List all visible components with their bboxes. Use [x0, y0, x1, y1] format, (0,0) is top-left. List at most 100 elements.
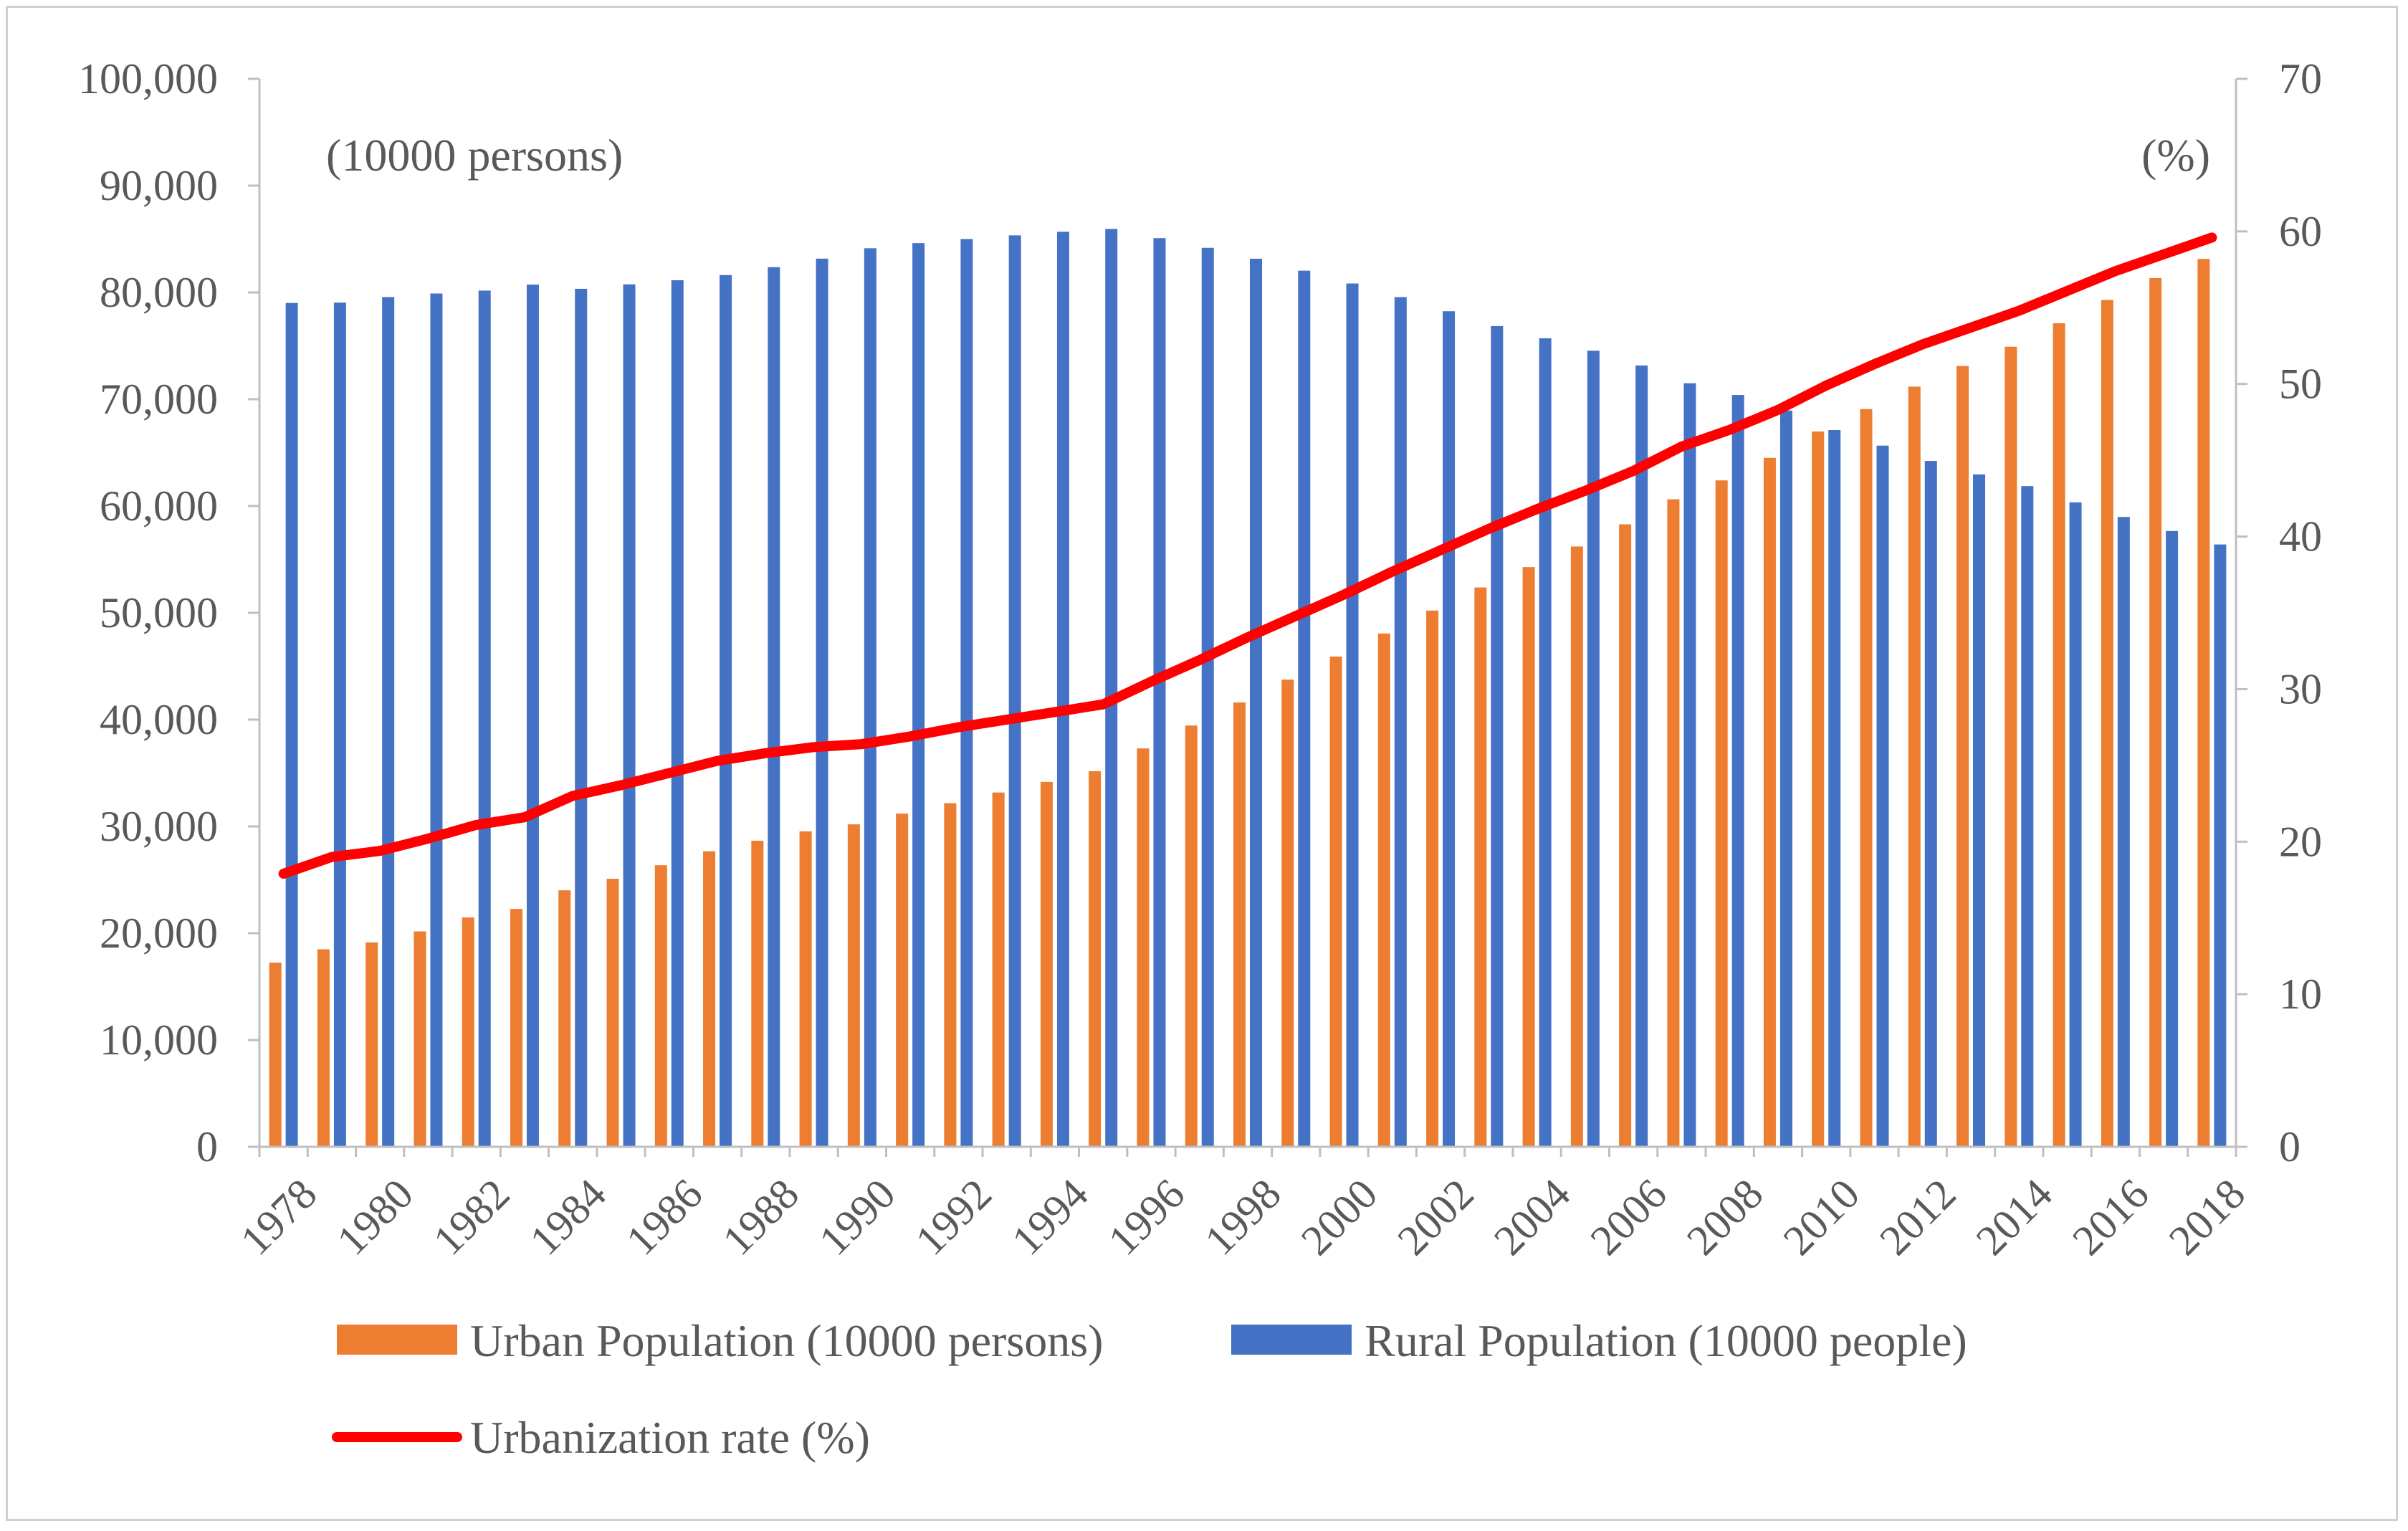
legend-label: Rural Population (10000 people)	[1365, 1315, 1967, 1366]
x-tick-label: 2016	[2063, 1170, 2158, 1264]
urban-bar-1992	[944, 803, 957, 1147]
left-tick-label: 70,000	[100, 376, 218, 423]
rural-bar-1984	[575, 288, 588, 1148]
x-tick-label: 2004	[1485, 1170, 1580, 1264]
urban-bar-2012	[1908, 386, 1921, 1147]
x-tick-label: 2014	[1967, 1170, 2062, 1264]
urban-bar-2000	[1329, 657, 1342, 1147]
rural-bar-1999	[1298, 270, 1311, 1147]
urban-bar-1990	[847, 824, 860, 1147]
rural-bar-2018	[2214, 544, 2227, 1147]
left-tick-label: 20,000	[100, 910, 218, 957]
rural-bar-1997	[1201, 247, 1214, 1147]
urban-bar-2010	[1812, 431, 1825, 1147]
x-tick-label: 1978	[231, 1170, 326, 1264]
urban-bar-1989	[799, 831, 812, 1147]
urban-bar-1980	[366, 942, 378, 1147]
rural-bar-2016	[2117, 517, 2130, 1147]
left-tick-label: 60,000	[100, 482, 218, 530]
urban-bar-2004	[1522, 567, 1535, 1147]
rural-bar-2013	[1973, 474, 1986, 1147]
left-tick-label: 80,000	[100, 269, 218, 316]
rural-bar-2011	[1876, 445, 1889, 1147]
urban-bar-2015	[2053, 323, 2065, 1148]
rural-bar-2005	[1587, 350, 1600, 1147]
right-tick-label: 30	[2279, 665, 2322, 712]
x-tick-label: 1992	[907, 1170, 1001, 1264]
x-tick-label: 1994	[1003, 1170, 1097, 1264]
urban-bar-2014	[2005, 346, 2017, 1147]
rural-bar-2010	[1828, 430, 1841, 1147]
rural-bar-2004	[1539, 338, 1552, 1148]
urban-bar-2009	[1763, 457, 1776, 1147]
urbanization-rate-line	[278, 232, 2217, 879]
rural-bar-2001	[1394, 297, 1407, 1148]
rural-bar-1993	[1008, 235, 1021, 1147]
urban-bar-1983	[510, 909, 522, 1147]
urban-bar-2008	[1715, 480, 1728, 1147]
right-tick-label: 0	[2279, 1123, 2300, 1170]
urban-bar-2018	[2197, 259, 2210, 1148]
x-tick-label: 1990	[810, 1170, 904, 1264]
left-tick-label: 10,000	[100, 1016, 218, 1064]
right-tick-label: 20	[2279, 818, 2322, 865]
left-axis-unit-label: (10000 persons)	[326, 130, 623, 181]
urban-bar-1979	[317, 949, 330, 1147]
urban-bar-1998	[1233, 702, 1246, 1147]
right-axis-unit-label: (%)	[2141, 130, 2210, 181]
legend-swatch	[1231, 1325, 1352, 1355]
urban-bar-1986	[654, 865, 667, 1147]
rural-bar-1985	[623, 284, 636, 1147]
rural-bar-2000	[1346, 283, 1359, 1147]
x-tick-label: 1986	[617, 1170, 712, 1264]
x-tick-label: 1998	[1195, 1170, 1290, 1264]
x-tick-label: 2012	[1870, 1170, 1965, 1264]
left-tick-label: 30,000	[100, 803, 218, 850]
legend-label: Urban Population (10000 persons)	[470, 1315, 1103, 1366]
x-tick-label: 2002	[1388, 1170, 1483, 1264]
rural-bar-1991	[912, 243, 925, 1147]
urban-bar-1987	[703, 851, 716, 1147]
rural-bar-2014	[2021, 486, 2034, 1147]
urban-bar-2001	[1377, 633, 1390, 1147]
x-tick-label: 2018	[2160, 1170, 2255, 1264]
rural-bar-2017	[2166, 530, 2179, 1147]
rural-bar-1978	[285, 302, 298, 1147]
urban-bar-1995	[1089, 771, 1102, 1147]
right-tick-label: 50	[2279, 361, 2322, 408]
x-tick-label: 1982	[424, 1170, 519, 1264]
rural-bar-2006	[1635, 365, 1648, 1147]
x-tick-label: 1996	[1099, 1170, 1194, 1264]
x-tick-label: 1980	[328, 1170, 423, 1264]
urban-bar-1985	[606, 879, 619, 1147]
urban-bar-2003	[1474, 587, 1487, 1147]
left-tick-label: 90,000	[100, 162, 218, 209]
rural-bar-1989	[816, 258, 828, 1147]
urban-bar-1982	[462, 917, 474, 1147]
legend-swatch	[337, 1325, 457, 1355]
left-tick-label: 40,000	[100, 696, 218, 743]
x-tick-label: 2010	[1774, 1170, 1869, 1264]
urban-bar-2007	[1667, 499, 1680, 1147]
urban-bar-1997	[1185, 725, 1198, 1147]
urban-bar-1981	[414, 931, 426, 1147]
urban-bar-1978	[269, 963, 282, 1147]
x-tick-label: 1984	[521, 1170, 616, 1264]
rural-bar-2008	[1731, 395, 1744, 1147]
x-tick-label: 2006	[1582, 1170, 1676, 1264]
legend-label: Urbanization rate (%)	[470, 1412, 870, 1463]
urban-bar-1996	[1137, 748, 1150, 1147]
left-tick-label: 0	[196, 1123, 218, 1170]
urban-bar-2013	[1956, 366, 1969, 1147]
urban-bar-2005	[1570, 546, 1583, 1147]
left-tick-label: 100,000	[78, 55, 218, 102]
right-tick-label: 60	[2279, 208, 2322, 255]
urban-bar-2016	[2101, 300, 2113, 1147]
urban-bar-2011	[1860, 409, 1873, 1147]
urban-bar-1988	[751, 840, 764, 1147]
rural-bar-2002	[1443, 311, 1456, 1147]
urban-bar-1984	[558, 890, 571, 1147]
rural-bar-1986	[671, 280, 684, 1147]
rural-bar-1988	[768, 267, 780, 1148]
urban-bar-2002	[1426, 610, 1439, 1147]
